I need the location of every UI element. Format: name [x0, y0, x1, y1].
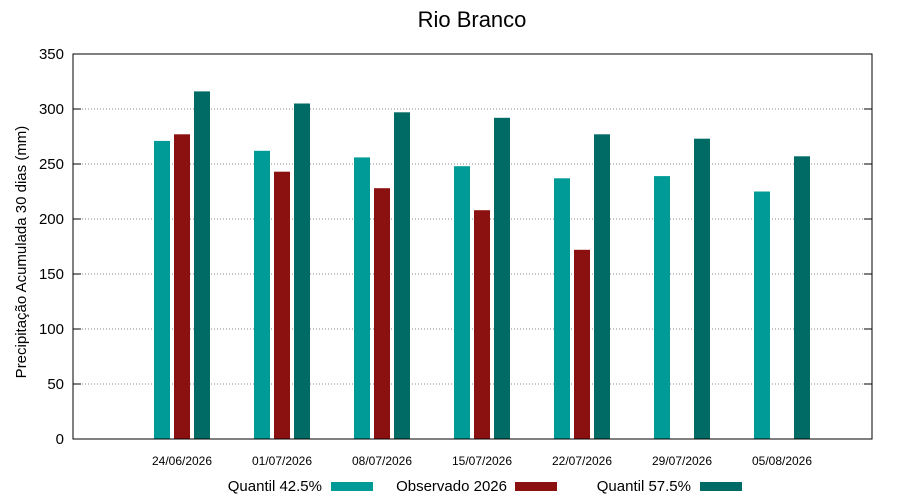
- bar-quantil-42-5--6: [754, 191, 770, 439]
- bar-observado-2026-4: [574, 249, 590, 439]
- bar-quantil-42-5--1: [254, 150, 270, 440]
- y-tick-label: 350: [39, 46, 64, 63]
- x-tick-label: 22/07/2026: [552, 454, 612, 468]
- y-tick-label: 50: [47, 376, 64, 393]
- x-tick-label: 24/06/2026: [152, 454, 212, 468]
- plot-frame: [72, 53, 873, 440]
- bar-observado-2026-2: [374, 188, 390, 439]
- bar-quantil-42-5--3: [454, 166, 470, 439]
- legend-label: Quantil 42.5%: [228, 478, 322, 495]
- gridlines: [73, 108, 872, 385]
- bar-quantil-57-5--2: [394, 112, 410, 440]
- x-tick-label: 01/07/2026: [252, 454, 312, 468]
- legend-swatch: [700, 482, 742, 491]
- bar-quantil-57-5--5: [694, 138, 710, 439]
- y-axis-label: Precipitação Acumulada 30 dias (mm): [13, 126, 30, 379]
- y-tick-label: 200: [39, 211, 64, 228]
- legend-label: Observado 2026: [396, 478, 507, 495]
- bar-quantil-42-5--2: [354, 157, 370, 439]
- y-ticks: 0 50 100 150 200 250 300 350: [39, 46, 872, 448]
- legend-swatch: [515, 482, 557, 491]
- chart-title: Rio Branco: [418, 7, 527, 32]
- legend-label: Quantil 57.5%: [597, 478, 691, 495]
- legend: Quantil 42.5% Observado 2026 Quantil 57.5%: [228, 478, 742, 495]
- bar-quantil-57-5--1: [294, 103, 310, 439]
- x-tick-label: 08/07/2026: [352, 454, 412, 468]
- y-tick-label: 150: [39, 266, 64, 283]
- bar-quantil-57-5--6: [794, 156, 810, 440]
- legend-swatch: [331, 482, 373, 491]
- bar-quantil-57-5--0: [194, 91, 210, 440]
- bar-quantil-57-5--4: [594, 134, 610, 440]
- x-tick-label: 29/07/2026: [652, 454, 712, 468]
- y-tick-label: 300: [39, 101, 64, 118]
- y-tick-label: 100: [39, 321, 64, 338]
- bar-quantil-42-5--0: [154, 140, 170, 439]
- bar-observado-2026-1: [274, 171, 290, 439]
- bar-observado-2026-3: [474, 210, 490, 439]
- y-tick-label: 0: [56, 431, 64, 448]
- bar-quantil-42-5--4: [554, 178, 570, 440]
- bar-observado-2026-0: [174, 134, 190, 440]
- x-tick-label: 05/08/2026: [752, 454, 812, 468]
- bar-quantil-42-5--5: [654, 176, 670, 439]
- x-ticks: 24/06/2026 01/07/2026 08/07/2026 15/07/2026…: [152, 454, 812, 468]
- x-tick-label: 15/07/2026: [452, 454, 512, 468]
- bars: [154, 91, 810, 440]
- bar-quantil-57-5--3: [494, 117, 510, 440]
- y-tick-label: 250: [39, 156, 64, 173]
